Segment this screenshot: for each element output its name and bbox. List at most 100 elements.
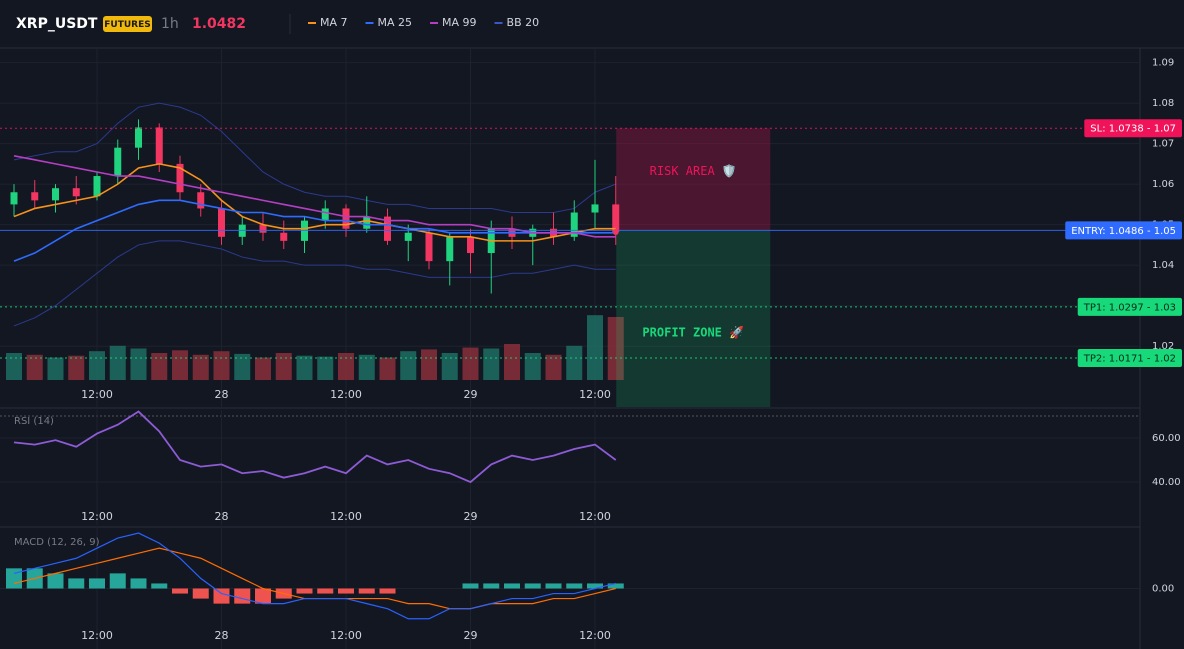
- y-tick-label: 60.00: [1152, 433, 1181, 444]
- macd-histogram: [504, 583, 520, 589]
- macd-histogram: [151, 583, 168, 589]
- macd-histogram: [338, 588, 354, 594]
- volume-bar: [275, 353, 292, 380]
- volume-bar: [68, 355, 85, 380]
- zone-label: PROFIT ZONE 🚀: [642, 326, 744, 340]
- macd-line: [13, 532, 616, 620]
- volume-bar: [255, 357, 271, 380]
- badge-bg: [103, 16, 152, 32]
- level-label-bg: [1065, 221, 1182, 240]
- bollinger-band: [13, 240, 616, 327]
- x-tick-label: 28: [215, 510, 229, 523]
- volume-bar: [234, 353, 251, 380]
- profit-zone: [616, 230, 771, 407]
- last-price: 1.0482: [192, 16, 246, 32]
- rsi-line: [13, 410, 617, 484]
- volume-bar: [296, 355, 313, 380]
- legend-label: MA 7: [320, 16, 348, 29]
- macd-histogram: [379, 588, 396, 594]
- candle-body: [10, 192, 18, 205]
- y-tick-label: 1.06: [1152, 179, 1174, 190]
- y-tick-label: 40.00: [1152, 477, 1181, 488]
- macd-histogram: [296, 588, 313, 594]
- level-label: TP1: 1.0297 - 1.03: [1083, 302, 1176, 313]
- macd-histogram: [587, 583, 603, 589]
- y-tick-label: 1.07: [1152, 139, 1174, 150]
- volume-bar: [109, 345, 126, 380]
- candle-body: [72, 188, 80, 197]
- candle-body: [114, 147, 122, 177]
- x-tick-label: 12:00: [330, 510, 362, 523]
- x-tick-label: 29: [464, 388, 478, 401]
- volume-bar: [358, 354, 375, 380]
- volume-bar: [607, 317, 624, 380]
- interval: 1h: [161, 16, 179, 32]
- x-tick-label: 12:00: [81, 629, 113, 642]
- volume-bar: [379, 357, 396, 380]
- level-label: ENTRY: 1.0486 - 1.05: [1071, 226, 1176, 237]
- x-tick-label: 12:00: [579, 629, 611, 642]
- volume-bar: [566, 345, 583, 380]
- y-tick-label: 1.04: [1152, 260, 1174, 271]
- x-tick-label: 12:00: [81, 388, 113, 401]
- volume-bar: [317, 356, 334, 380]
- macd-histogram: [213, 588, 230, 604]
- volume-bar: [524, 353, 541, 380]
- volume-bar: [89, 351, 105, 380]
- legend-label: MA 99: [442, 16, 477, 29]
- last-price-dot: [612, 228, 619, 235]
- x-tick-label: 29: [464, 510, 478, 523]
- macd-histogram: [566, 583, 583, 589]
- candle-body: [363, 216, 371, 229]
- candle-body: [321, 208, 329, 221]
- level-label-bg: [1077, 348, 1182, 367]
- candle-body: [155, 127, 163, 164]
- y-tick-label: 1.09: [1152, 58, 1174, 69]
- x-tick-label: 28: [215, 388, 229, 401]
- y-tick-label: 1.02: [1152, 341, 1174, 352]
- zone-label: RISK AREA 🛡️: [650, 164, 737, 178]
- candle-body: [93, 176, 101, 197]
- x-tick-label: 12:00: [330, 629, 362, 642]
- candle-body: [280, 232, 288, 241]
- x-tick-label: 28: [215, 629, 229, 642]
- macd-histogram: [130, 578, 147, 589]
- volume-bar: [192, 354, 209, 380]
- macd-histogram: [109, 573, 126, 589]
- volume-bar: [587, 315, 603, 380]
- volume-bar: [130, 348, 147, 380]
- panel-title: MACD (12, 26, 9): [14, 537, 100, 548]
- candle-body: [259, 224, 267, 233]
- level-label: SL: 1.0738 - 1.07: [1090, 124, 1176, 135]
- macd-histogram: [6, 568, 22, 589]
- volume-bar: [172, 350, 188, 380]
- macd-histogram: [172, 588, 188, 594]
- panel-title: RSI (14): [14, 416, 54, 427]
- macd-histogram: [462, 583, 479, 589]
- macd-histogram: [68, 578, 85, 589]
- candle-body: [612, 204, 620, 232]
- volume-bar: [151, 353, 168, 380]
- candle-body: [467, 236, 474, 254]
- volume-bar: [441, 353, 458, 380]
- macd-histogram: [483, 583, 500, 589]
- badge: FUTURES: [104, 20, 150, 30]
- macd-histogram: [545, 583, 562, 589]
- level-label-bg: [1084, 119, 1182, 138]
- volume-bar: [6, 353, 22, 380]
- candle-body: [31, 192, 39, 201]
- volume-bar: [47, 357, 64, 380]
- moving-average: [13, 199, 616, 262]
- volume-bar: [213, 351, 230, 380]
- candle-body: [342, 208, 350, 229]
- x-tick-label: 12:00: [330, 388, 362, 401]
- macd-histogram: [358, 588, 375, 594]
- candle-body: [404, 232, 412, 241]
- candle-body: [135, 127, 142, 148]
- volume-bar: [545, 354, 562, 380]
- macd-histogram: [89, 578, 105, 589]
- macd-histogram: [524, 583, 541, 589]
- candle-body: [384, 216, 391, 241]
- macd-histogram: [47, 573, 64, 589]
- macd-histogram: [317, 588, 334, 594]
